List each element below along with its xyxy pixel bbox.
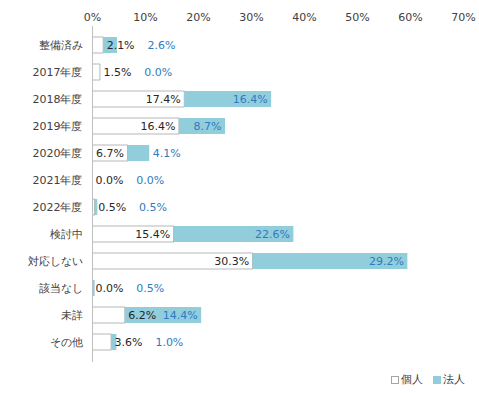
- svg-text:60%: 60%: [398, 11, 422, 24]
- svg-text:未詳: 未詳: [61, 309, 83, 322]
- svg-text:30.3%: 30.3%: [214, 255, 249, 268]
- svg-text:0.0%: 0.0%: [96, 282, 124, 295]
- html-text:個人: 個人: [401, 372, 423, 386]
- svg-text:50%: 50%: [345, 11, 369, 24]
- svg-text:30%: 30%: [239, 11, 263, 24]
- svg-text:0.5%: 0.5%: [139, 201, 167, 214]
- svg-text:20%: 20%: [186, 11, 210, 24]
- svg-text:2021年度: 2021年度: [33, 174, 83, 187]
- svg-text:検討中: 検討中: [50, 228, 83, 241]
- svg-text:0%: 0%: [84, 11, 101, 24]
- svg-text:40%: 40%: [292, 11, 316, 24]
- svg-text:該当なし: 該当なし: [39, 282, 83, 295]
- svg-text:0.0%: 0.0%: [96, 174, 124, 187]
- svg-text:15.4%: 15.4%: [135, 228, 170, 241]
- svg-text:10%: 10%: [133, 11, 157, 24]
- svg-text:0.5%: 0.5%: [136, 282, 164, 295]
- svg-text:2.1%: 2.1%: [107, 39, 135, 52]
- svg-text:6.2%: 6.2%: [128, 309, 156, 322]
- svg-text:70%: 70%: [451, 11, 475, 24]
- svg-text:整備済み: 整備済み: [39, 39, 83, 52]
- svg-text:0.5%: 0.5%: [98, 201, 126, 214]
- svg-text:対応しない: 対応しない: [28, 255, 83, 268]
- svg-text:4.1%: 4.1%: [153, 147, 181, 160]
- svg-text:2017年度: 2017年度: [33, 66, 83, 79]
- svg-text:14.4%: 14.4%: [163, 309, 198, 322]
- svg-text:6.7%: 6.7%: [96, 147, 124, 160]
- svg-text:16.4%: 16.4%: [233, 93, 268, 106]
- svg-text:その他: その他: [50, 336, 83, 349]
- svg-text:1.5%: 1.5%: [103, 66, 131, 79]
- svg-text:29.2%: 29.2%: [369, 255, 404, 268]
- svg-text:2022年度: 2022年度: [33, 201, 83, 214]
- svg-text:2018年度: 2018年度: [33, 93, 83, 106]
- svg-text:2.6%: 2.6%: [147, 39, 175, 52]
- svg-text:2019年度: 2019年度: [33, 120, 83, 133]
- svg-text:16.4%: 16.4%: [140, 120, 175, 133]
- svg-text:2020年度: 2020年度: [33, 147, 83, 160]
- svg-text:0.0%: 0.0%: [144, 66, 172, 79]
- svg-text:17.4%: 17.4%: [146, 93, 181, 106]
- html-text:法人: 法人: [443, 372, 465, 386]
- svg-text:22.6%: 22.6%: [255, 228, 290, 241]
- svg-text:0.0%: 0.0%: [136, 174, 164, 187]
- svg-text:3.6%: 3.6%: [115, 336, 143, 349]
- svg-text:1.0%: 1.0%: [155, 336, 183, 349]
- svg-text:8.7%: 8.7%: [194, 120, 222, 133]
